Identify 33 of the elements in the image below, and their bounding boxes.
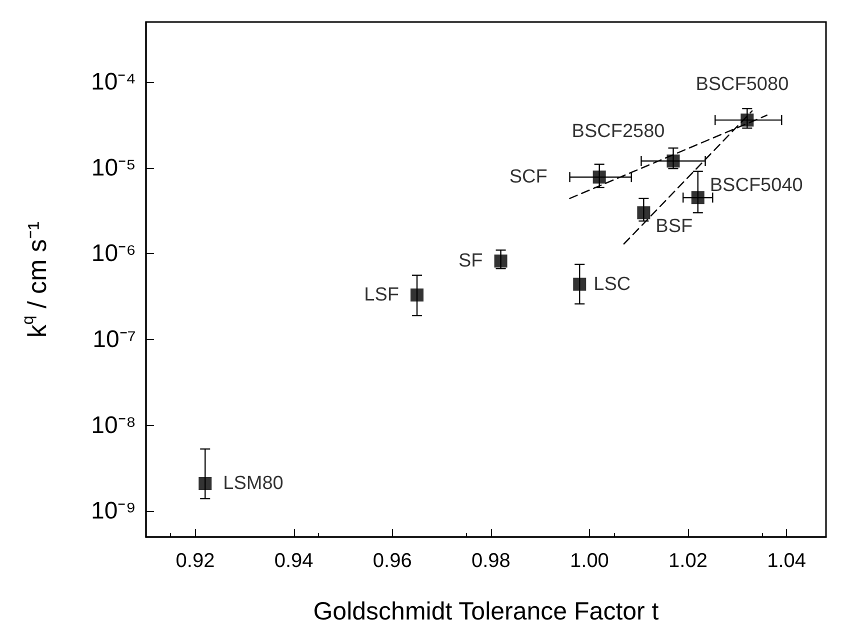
annotation: BSF [656,216,693,238]
y-tick-label: 10⁻⁴ [90,68,136,96]
annotation: BSCF5040 [710,175,803,196]
annotation: LSF [364,284,400,306]
annotation: BSCF2580 [572,121,665,142]
annotation: BSCF5080 [696,74,789,96]
x-tick-label: 1.02 [668,550,708,572]
point [494,254,508,268]
x-axis-title: Goldschmidt Tolerance Factor t [313,598,659,626]
point [691,191,704,204]
point [666,154,680,168]
point [573,278,586,291]
x-tick-label: 0.92 [176,550,215,572]
x-tick-label: 0.96 [372,550,412,572]
annotation: LSC [594,274,631,295]
annotation: SCF [509,166,548,188]
x-tick-label: 0.98 [471,550,510,572]
annotation: LSM80 [223,473,284,494]
point [410,288,424,302]
point [198,477,212,490]
x-tick-label: 1.04 [767,550,806,572]
y-tick-label: 10⁻⁸ [91,412,136,439]
y-tick-label: 10⁻⁵ [91,154,136,182]
point [637,206,650,220]
annotation: SF [458,250,483,272]
x-tick-label: 0.94 [274,550,314,572]
point [740,114,754,127]
x-tick-label: 1.00 [570,550,609,572]
y-tick-label: 10⁻⁶ [91,240,136,268]
y-axis-title: kq / cm s⁻¹ [18,221,52,338]
y-tick-label: 10⁻⁹ [91,498,136,525]
point [592,170,606,184]
y-tick-label: 10⁻⁷ [92,326,136,353]
